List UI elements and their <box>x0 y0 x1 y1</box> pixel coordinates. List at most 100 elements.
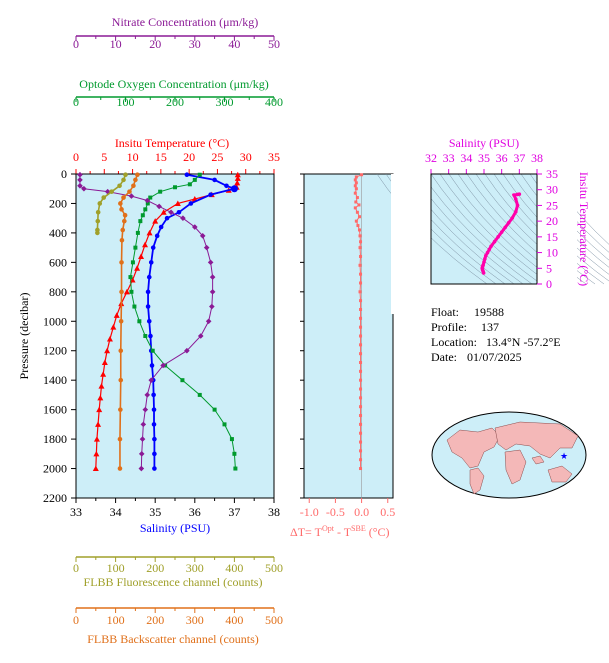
nitrate-point <box>128 193 135 199</box>
ts-salinity-tick-label: 36 <box>496 151 508 165</box>
ts-point <box>515 203 520 208</box>
oxygen-point <box>140 213 145 218</box>
delta-t-point <box>359 281 363 285</box>
delta-t-tick-label: 0.0 <box>354 505 369 519</box>
nitrate-point <box>144 392 151 398</box>
pressure-axis-label: Pressure (decibar) <box>17 293 31 380</box>
delta-t-plot-area <box>303 173 394 499</box>
temperature-axis-label: Insitu Temperature (°C) <box>115 136 229 150</box>
temperature-point <box>113 312 120 318</box>
oxygen-point <box>158 189 163 194</box>
oxygen-point <box>187 182 192 187</box>
salinity-point <box>146 318 152 324</box>
delta-t-point <box>359 431 363 435</box>
nitrate-tick-label: 20 <box>149 37 161 51</box>
ts-temperature-tick-label: 10 <box>546 246 558 260</box>
salinity-point <box>224 183 229 189</box>
nitrate-point <box>148 377 155 383</box>
temperature-point <box>93 450 100 457</box>
delta-t-point <box>357 228 361 232</box>
ts-temperature-tick-label: 0 <box>546 277 552 291</box>
nitrate-tick-label: 40 <box>228 37 240 51</box>
oxygen-tick-label: 0 <box>73 95 79 109</box>
nitrate-point <box>209 274 216 280</box>
oxygen-tick-label: 100 <box>117 95 135 109</box>
temperature-point <box>101 359 108 366</box>
oxygen-point <box>212 407 217 412</box>
backscatter-point <box>131 183 136 189</box>
oxygen-point <box>130 260 135 265</box>
fluorescence-point <box>101 195 107 200</box>
density-contour <box>430 173 542 285</box>
backscatter-point <box>118 407 123 412</box>
contour-mask-right <box>537 174 577 284</box>
temperature-point <box>142 241 149 248</box>
delta-t-point <box>359 405 363 409</box>
delta-t-point <box>356 224 360 228</box>
oxygen-point <box>138 219 143 224</box>
ts-point <box>481 271 486 275</box>
nitrate-point <box>77 177 83 183</box>
pressure-axis: 0 200 400 600 800 1000 1200 1400 1600 1800 2000 220… <box>43 167 304 505</box>
ts-point <box>503 225 508 230</box>
pressure-tick-label: 400 <box>49 226 67 240</box>
backscatter-point <box>119 207 124 212</box>
ts-point <box>515 192 520 197</box>
delta-t-point <box>354 187 358 191</box>
nitrate-point <box>140 421 147 428</box>
ts-point <box>496 235 500 239</box>
salinity-axis-label: Salinity (PSU) <box>140 521 210 535</box>
oxygen-point <box>180 378 185 383</box>
temperature-point <box>234 175 241 181</box>
oxygen-point <box>135 230 140 235</box>
oxygen-point <box>233 466 238 471</box>
delta-t-point <box>359 316 363 320</box>
nitrate-point <box>156 203 162 210</box>
delta-t-point <box>359 422 363 426</box>
location-value: 13.4°N -57.2°E <box>486 335 561 349</box>
pressure-tick-label: 1600 <box>43 403 67 417</box>
temperature-tick-label: 5 <box>101 150 107 164</box>
oxygen-point <box>133 245 138 250</box>
pressure-tick-label: 2200 <box>43 491 67 505</box>
temperature-tick-label: 15 <box>155 150 167 164</box>
delta-t-point <box>359 440 363 444</box>
ts-point <box>514 197 518 201</box>
temperature-point <box>174 200 181 206</box>
temperature-point <box>110 324 117 330</box>
ts-temperature-tick-label: 35 <box>546 167 558 181</box>
salinity-point <box>150 245 156 250</box>
delta-t-point <box>359 352 363 356</box>
fluorescence-tick-label: 0 <box>73 561 79 575</box>
oxygen-point <box>128 275 133 280</box>
nitrate-tick-label: 0 <box>73 37 79 51</box>
date-value: 01/07/2025 <box>467 350 522 364</box>
oxygen-point <box>145 201 150 206</box>
salinity-tick-label: 33 <box>70 505 82 519</box>
ts-salinity-tick-label: 38 <box>531 151 543 165</box>
salinity-point <box>146 274 152 280</box>
ts-salinity-tick-label: 34 <box>460 151 472 165</box>
ts-series <box>480 192 522 275</box>
oxygen-point <box>137 319 142 324</box>
ts-point <box>512 193 516 197</box>
contour-mask-left <box>391 174 431 284</box>
pressure-tick-label: 600 <box>49 255 67 269</box>
ts-point <box>514 209 518 214</box>
temperature-point <box>100 371 107 377</box>
nitrate-point <box>192 224 198 230</box>
delta-t-point <box>359 458 363 462</box>
salinity-point <box>145 289 151 295</box>
nitrate-point <box>81 185 87 192</box>
delta-t-point <box>359 369 363 373</box>
pressure-tick-label: 1000 <box>43 314 67 328</box>
ts-frame <box>430 173 538 285</box>
nitrate-tick-label: 30 <box>189 37 201 51</box>
ts-temperature-tick-label: 25 <box>546 198 558 212</box>
temperature-point <box>152 218 159 224</box>
delta-t-point <box>358 290 362 294</box>
nitrate-point <box>77 182 83 189</box>
delta-t-point <box>359 325 363 329</box>
ts-point <box>483 257 487 261</box>
ts-point <box>499 230 504 234</box>
